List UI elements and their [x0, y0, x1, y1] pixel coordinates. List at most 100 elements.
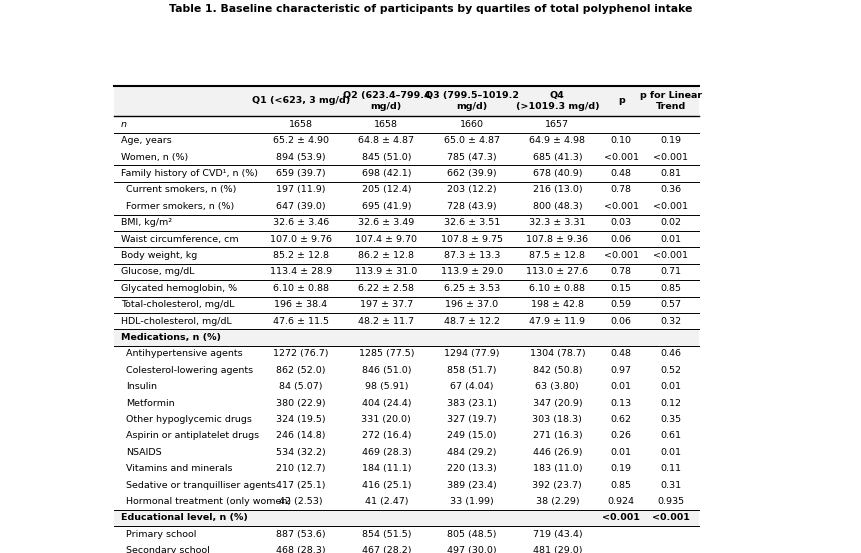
- Text: 0.48: 0.48: [610, 349, 631, 358]
- Text: Metformin: Metformin: [127, 399, 175, 408]
- Text: Q2 (623.4–799.4
mg/d): Q2 (623.4–799.4 mg/d): [342, 91, 430, 111]
- Text: 347 (20.9): 347 (20.9): [532, 399, 581, 408]
- Text: 216 (13.0): 216 (13.0): [532, 185, 581, 195]
- Text: Q3 (799.5–1019.2
mg/d): Q3 (799.5–1019.2 mg/d): [424, 91, 518, 111]
- Text: 0.71: 0.71: [660, 268, 680, 276]
- Text: 84 (5.07): 84 (5.07): [279, 382, 322, 391]
- Text: 719 (43.4): 719 (43.4): [532, 530, 581, 539]
- Text: 0.13: 0.13: [610, 399, 631, 408]
- Text: 0.15: 0.15: [610, 284, 631, 293]
- Text: 33 (1.99): 33 (1.99): [449, 497, 493, 506]
- Text: 1660: 1660: [459, 120, 483, 129]
- Text: 220 (13.3): 220 (13.3): [447, 464, 496, 473]
- Text: Family history of CVD¹, n (%): Family history of CVD¹, n (%): [121, 169, 257, 178]
- Text: 469 (28.3): 469 (28.3): [361, 448, 411, 457]
- Text: Total-cholesterol, mg/dL: Total-cholesterol, mg/dL: [121, 300, 234, 309]
- Text: 0.35: 0.35: [660, 415, 680, 424]
- Text: 0.78: 0.78: [610, 268, 631, 276]
- Text: Primary school: Primary school: [127, 530, 196, 539]
- Text: 481 (29.0): 481 (29.0): [532, 546, 581, 553]
- Text: 63 (3.80): 63 (3.80): [535, 382, 579, 391]
- Text: 392 (23.7): 392 (23.7): [532, 481, 581, 489]
- Text: Medications, n (%): Medications, n (%): [121, 333, 221, 342]
- Text: Table 1. Baseline characteristic of participants by quartiles of total polypheno: Table 1. Baseline characteristic of part…: [169, 4, 692, 14]
- Text: 0.10: 0.10: [610, 136, 631, 145]
- Text: Q4
(>1019.3 mg/d): Q4 (>1019.3 mg/d): [515, 91, 598, 111]
- Text: 48.2 ± 11.7: 48.2 ± 11.7: [358, 317, 414, 326]
- Text: 107.8 ± 9.75: 107.8 ± 9.75: [440, 234, 502, 244]
- Text: 6.22 ± 2.58: 6.22 ± 2.58: [358, 284, 414, 293]
- Text: 0.11: 0.11: [660, 464, 680, 473]
- Text: Educational level, n (%): Educational level, n (%): [121, 513, 248, 523]
- Text: <0.001: <0.001: [653, 202, 687, 211]
- Text: 417 (25.1): 417 (25.1): [276, 481, 325, 489]
- Text: NSAIDS: NSAIDS: [127, 448, 162, 457]
- Text: Glucose, mg/dL: Glucose, mg/dL: [121, 268, 195, 276]
- Text: 0.61: 0.61: [660, 431, 680, 440]
- Text: 0.97: 0.97: [610, 366, 631, 375]
- Text: 303 (18.3): 303 (18.3): [532, 415, 582, 424]
- Text: 42 (2.53): 42 (2.53): [279, 497, 322, 506]
- Text: 0.03: 0.03: [610, 218, 631, 227]
- Text: 662 (39.9): 662 (39.9): [447, 169, 496, 178]
- Text: 47.6 ± 11.5: 47.6 ± 11.5: [272, 317, 328, 326]
- Text: 87.3 ± 13.3: 87.3 ± 13.3: [443, 251, 499, 260]
- Text: 32.3 ± 3.31: 32.3 ± 3.31: [529, 218, 585, 227]
- Text: Colesterol-lowering agents: Colesterol-lowering agents: [127, 366, 253, 375]
- Text: Q1 (<623, 3 mg/d): Q1 (<623, 3 mg/d): [251, 96, 350, 106]
- Text: 0.19: 0.19: [660, 136, 680, 145]
- Text: 41 (2.47): 41 (2.47): [364, 497, 407, 506]
- Text: 86.2 ± 12.8: 86.2 ± 12.8: [358, 251, 414, 260]
- Text: 0.01: 0.01: [660, 382, 680, 391]
- Text: 246 (14.8): 246 (14.8): [276, 431, 325, 440]
- Text: <0.001: <0.001: [603, 153, 638, 161]
- Text: 6.10 ± 0.88: 6.10 ± 0.88: [272, 284, 328, 293]
- Text: 113.4 ± 28.9: 113.4 ± 28.9: [269, 268, 331, 276]
- Text: 0.62: 0.62: [610, 415, 631, 424]
- Text: 107.8 ± 9.36: 107.8 ± 9.36: [526, 234, 588, 244]
- Text: 0.935: 0.935: [656, 497, 684, 506]
- Text: 0.57: 0.57: [660, 300, 680, 309]
- Text: Former smokers, n (%): Former smokers, n (%): [127, 202, 234, 211]
- Text: 695 (41.9): 695 (41.9): [361, 202, 411, 211]
- Text: 196 ± 38.4: 196 ± 38.4: [274, 300, 327, 309]
- Text: 32.6 ± 3.46: 32.6 ± 3.46: [272, 218, 329, 227]
- Text: 327 (19.7): 327 (19.7): [447, 415, 496, 424]
- Text: 468 (28.3): 468 (28.3): [276, 546, 325, 553]
- Text: 0.12: 0.12: [660, 399, 680, 408]
- Text: Glycated hemoglobin, %: Glycated hemoglobin, %: [121, 284, 237, 293]
- Text: 113.0 ± 27.6: 113.0 ± 27.6: [526, 268, 588, 276]
- Text: 0.85: 0.85: [610, 481, 631, 489]
- Text: 0.06: 0.06: [610, 317, 631, 326]
- Text: 389 (23.4): 389 (23.4): [447, 481, 496, 489]
- Text: 64.8 ± 4.87: 64.8 ± 4.87: [358, 136, 414, 145]
- Text: 404 (24.4): 404 (24.4): [361, 399, 411, 408]
- Text: 887 (53.6): 887 (53.6): [276, 530, 325, 539]
- Text: 862 (52.0): 862 (52.0): [276, 366, 325, 375]
- Text: 854 (51.5): 854 (51.5): [361, 530, 411, 539]
- Text: 197 (11.9): 197 (11.9): [276, 185, 325, 195]
- Text: 1657: 1657: [545, 120, 568, 129]
- Text: 0.48: 0.48: [610, 169, 631, 178]
- Text: 48.7 ± 12.2: 48.7 ± 12.2: [443, 317, 499, 326]
- Text: 0.01: 0.01: [610, 448, 631, 457]
- Text: 0.01: 0.01: [660, 448, 680, 457]
- Bar: [115, 86, 698, 116]
- Text: 38 (2.29): 38 (2.29): [535, 497, 579, 506]
- Text: 0.32: 0.32: [660, 317, 680, 326]
- Text: 1272 (76.7): 1272 (76.7): [273, 349, 328, 358]
- Text: 64.9 ± 4.98: 64.9 ± 4.98: [529, 136, 585, 145]
- Text: Waist circumference, cm: Waist circumference, cm: [121, 234, 238, 244]
- Text: 1285 (77.5): 1285 (77.5): [358, 349, 413, 358]
- Text: 47.9 ± 11.9: 47.9 ± 11.9: [529, 317, 585, 326]
- Text: 324 (19.5): 324 (19.5): [276, 415, 325, 424]
- Text: 87.5 ± 12.8: 87.5 ± 12.8: [529, 251, 585, 260]
- Text: 65.0 ± 4.87: 65.0 ± 4.87: [443, 136, 499, 145]
- Text: 203 (12.2): 203 (12.2): [447, 185, 496, 195]
- Text: 846 (51.0): 846 (51.0): [361, 366, 411, 375]
- Text: 1658: 1658: [374, 120, 398, 129]
- Text: 0.26: 0.26: [610, 431, 631, 440]
- Text: Current smokers, n (%): Current smokers, n (%): [127, 185, 237, 195]
- Text: 107.4 ± 9.70: 107.4 ± 9.70: [355, 234, 417, 244]
- Text: 198 ± 42.8: 198 ± 42.8: [530, 300, 583, 309]
